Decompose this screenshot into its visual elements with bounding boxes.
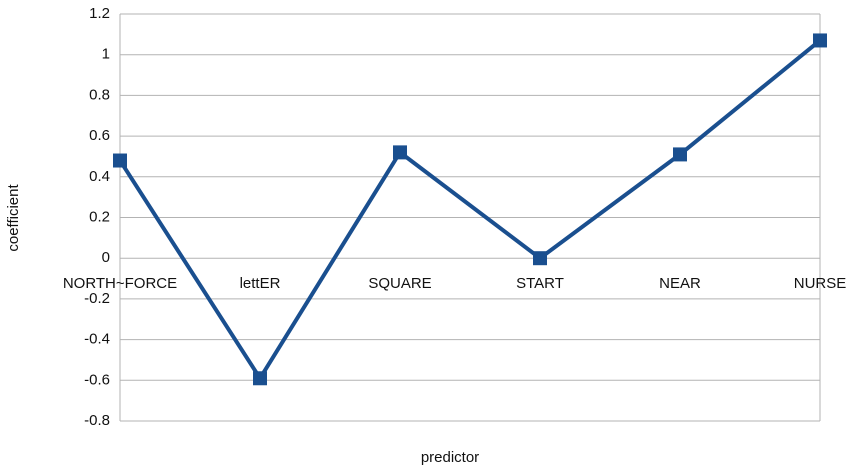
point-marker [393,145,407,160]
y-tick-label: 1 [102,46,110,63]
y-tick-label: 1.2 [89,5,110,22]
x-tick-label: NURSE [794,275,847,292]
x-axis-label: predictor [421,449,479,466]
y-tick-label: 0.8 [89,86,110,103]
point-marker [253,371,267,386]
x-tick-label: lettER [240,275,281,292]
y-axis-label: coefficient [5,184,22,252]
point-marker [673,147,687,162]
y-tick-label: -0.6 [84,371,110,388]
x-tick-label: NEAR [659,275,701,292]
y-tick-label: -0.2 [84,290,110,307]
x-tick-label: NORTH~FORCE [63,275,177,292]
y-tick-label: -0.8 [84,412,110,429]
point-marker [813,33,827,48]
y-tick-label: -0.4 [84,331,110,348]
y-tick-label: 0.2 [89,208,110,225]
series-line [118,38,822,381]
point-marker [533,251,547,266]
y-tick-label: 0 [102,249,110,266]
point-marker [113,153,127,168]
x-tick-label: START [516,275,564,292]
y-tick-label: 0.6 [89,127,110,144]
y-tick-label: 0.4 [89,168,110,185]
x-tick-label: SQUARE [368,275,431,292]
